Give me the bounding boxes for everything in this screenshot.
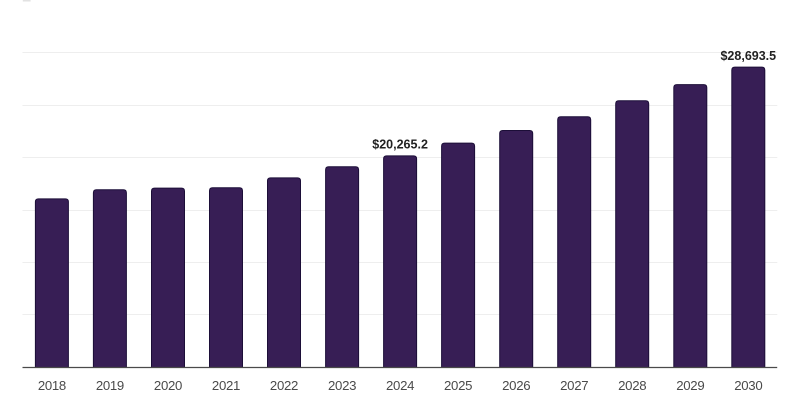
svg-text:2024: 2024 — [386, 378, 414, 393]
svg-text:$28,693.5: $28,693.5 — [720, 49, 776, 63]
svg-text:2022: 2022 — [270, 378, 298, 393]
svg-text:2029: 2029 — [676, 378, 704, 393]
svg-text:$20,265.2: $20,265.2 — [372, 138, 428, 152]
svg-text:2023: 2023 — [328, 378, 356, 393]
svg-text:2021: 2021 — [212, 378, 240, 393]
svg-text:2026: 2026 — [502, 378, 530, 393]
svg-text:2030: 2030 — [734, 378, 762, 393]
svg-text:2028: 2028 — [618, 378, 646, 393]
svg-text:2027: 2027 — [560, 378, 588, 393]
svg-text:2019: 2019 — [96, 378, 124, 393]
svg-text:2020: 2020 — [154, 378, 182, 393]
svg-text:2018: 2018 — [38, 378, 66, 393]
svg-text:2025: 2025 — [444, 378, 472, 393]
